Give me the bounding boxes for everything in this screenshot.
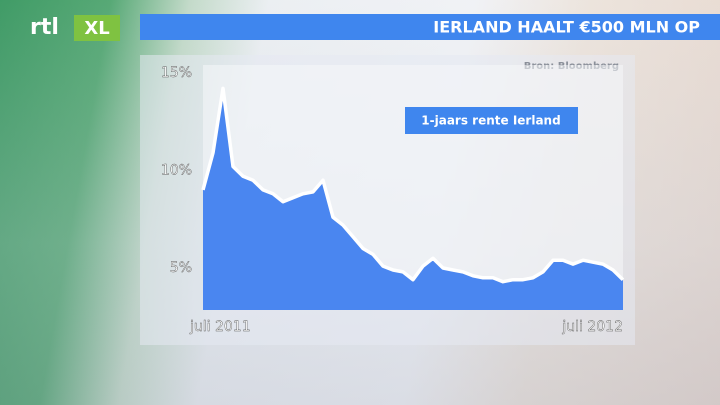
title-banner xyxy=(140,14,720,40)
annotation: 1-jaars rente Ierland xyxy=(421,114,560,128)
logo-box xyxy=(74,15,120,41)
chart-title: IERLAND HAALT €500 MLN OP xyxy=(433,18,700,37)
logo-rtl: rtl xyxy=(30,15,59,40)
y-tick-label: 10% xyxy=(161,162,192,178)
line xyxy=(201,86,625,284)
area xyxy=(203,88,623,311)
logo-xl: XL xyxy=(84,18,109,39)
y-tick-label: 5% xyxy=(170,260,192,276)
x-tick-label: juli 2012 xyxy=(561,319,623,335)
annotation-box xyxy=(405,107,578,134)
x-tick-label: juli 2011 xyxy=(189,319,251,335)
y-tick-label: 15% xyxy=(161,65,192,81)
